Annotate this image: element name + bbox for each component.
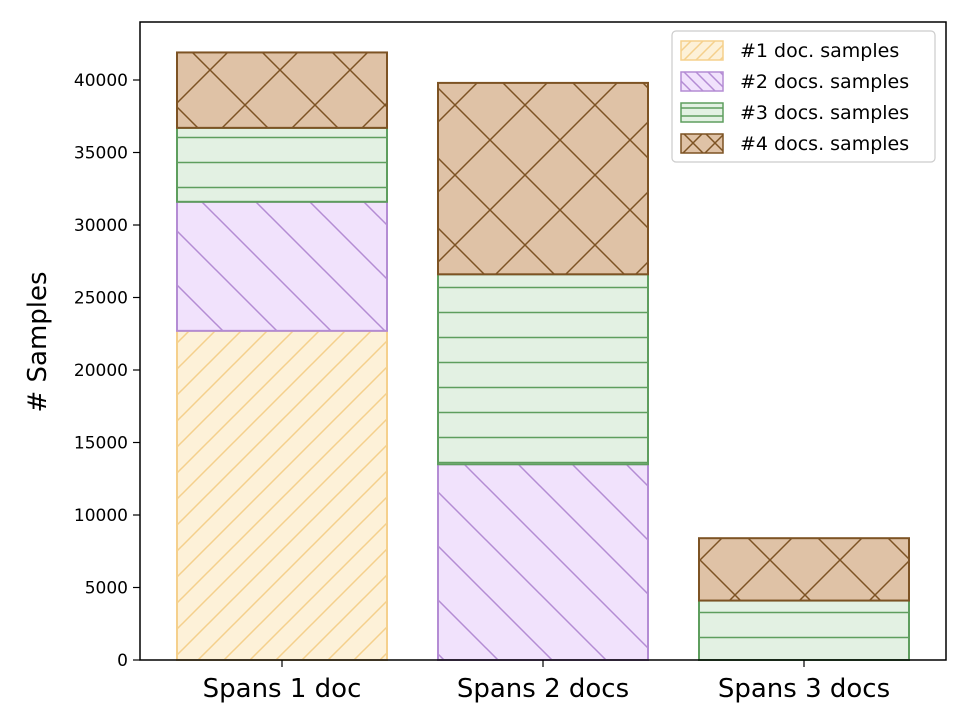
y-tick-label: 20000 [74, 361, 128, 381]
bar-2-series-3 [437, 273, 649, 466]
legend-label: #1 doc. samples [740, 40, 899, 62]
y-tick-label: 40000 [74, 71, 128, 91]
bar-2-series-4 [437, 81, 649, 276]
y-tick-label: 5000 [85, 579, 128, 599]
y-tick-label: 30000 [74, 216, 128, 236]
x-tick-label: Spans 2 docs [457, 674, 629, 704]
y-tick-label: 25000 [74, 289, 128, 309]
y-tick-label: 15000 [74, 434, 128, 454]
legend-swatch [680, 102, 724, 123]
bar-3-series-3 [698, 599, 910, 661]
bar-3-series-4 [698, 537, 910, 602]
bar-1-series-4 [176, 51, 388, 129]
legend: #1 doc. samples #2 docs. samples #3 docs. … [671, 30, 936, 163]
legend-swatch [680, 71, 724, 92]
axes-layer: Spans 1 doc Spans 2 docs Spans 3 docs 0 5000… [74, 21, 947, 704]
y-axis-title: # Samples [23, 271, 53, 412]
legend-swatch [680, 40, 724, 61]
legend-label: #4 docs. samples [740, 133, 909, 155]
plot-frame [139, 21, 947, 661]
bar-1-series-2 [176, 200, 388, 332]
x-tick-label: Spans 1 doc [203, 674, 362, 704]
legend-swatch [680, 133, 724, 154]
bar-1-series-3 [176, 126, 388, 203]
y-tick-label: 35000 [74, 144, 128, 164]
x-tick-label: Spans 3 docs [718, 674, 890, 704]
legend-label: #3 docs. samples [740, 102, 909, 124]
y-tick-label: 10000 [74, 506, 128, 526]
legend-box [671, 30, 936, 163]
y-tick-label: 0 [117, 651, 128, 671]
legend-label: #2 docs. samples [740, 71, 909, 93]
bars-layer [176, 51, 910, 661]
bar-2-series-2 [437, 463, 649, 661]
bar-1-series-1 [176, 329, 388, 661]
